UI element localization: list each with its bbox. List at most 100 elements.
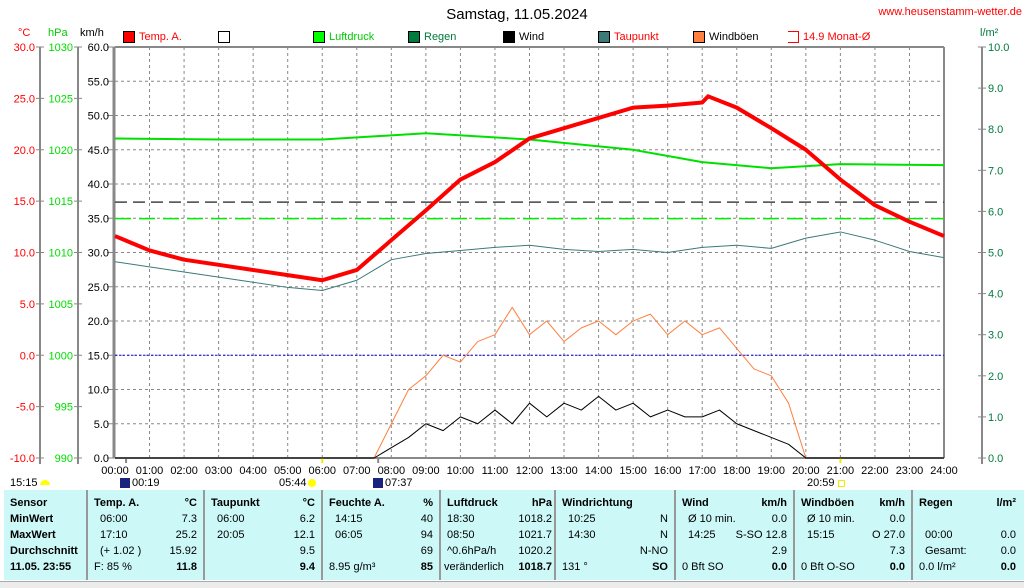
table-cell: SO bbox=[652, 561, 668, 573]
table-column: Feuchte A.% 14:15 40 06:05 94 69 8.95 g/m³ 85 bbox=[323, 490, 441, 580]
temp-tick-label: -5.0 bbox=[16, 402, 35, 414]
legend-item: Windböen bbox=[693, 31, 759, 43]
x-tick-label: 03:00 bbox=[205, 465, 233, 477]
x-tick-label: 01:00 bbox=[136, 465, 164, 477]
table-cell: N bbox=[660, 529, 668, 541]
table-cell: km/h bbox=[879, 497, 905, 509]
pressure-tick-label: 990 bbox=[55, 453, 73, 465]
table-cell: km/h bbox=[761, 497, 787, 509]
table-column: Windböen km/h Ø 10 min. 0.0 15:15 O 27.0 7.3 0 … bbox=[795, 490, 913, 580]
table-cell: 20:05 bbox=[217, 529, 245, 541]
legend-swatch-icon bbox=[123, 31, 135, 43]
table-cell: 85 bbox=[420, 561, 433, 573]
table-cell: 40 bbox=[420, 513, 433, 525]
legend-item: Wind bbox=[503, 31, 544, 43]
legend-label: Temp. A. bbox=[139, 31, 182, 43]
temp-unit-label: °C bbox=[18, 27, 31, 39]
table-cell: 1018.2 bbox=[518, 513, 552, 525]
table-cell: (+ 1.02 ) bbox=[100, 545, 142, 557]
legend-label: Windböen bbox=[709, 31, 759, 43]
rain-tick-label: 1.0 bbox=[988, 412, 1003, 424]
pressure-tick-label: 1005 bbox=[49, 299, 73, 311]
temp-tick-label: 10.0 bbox=[14, 248, 35, 260]
table-cell: 0.0 bbox=[889, 513, 905, 525]
table-cell: °C bbox=[184, 497, 197, 509]
table-cell: 00:00 bbox=[925, 529, 953, 541]
rain-tick-label: 9.0 bbox=[988, 83, 1003, 95]
table-cell: 9.5 bbox=[299, 545, 315, 557]
wind-tick-label: 40.0 bbox=[88, 179, 109, 191]
table-column: Windrichtung 10:25 N 14:30 N N-NO 131 ° SO bbox=[556, 490, 676, 580]
wind-tick-label: 10.0 bbox=[88, 385, 109, 397]
series-windb-en bbox=[115, 306, 944, 459]
pressure-tick-label: 1025 bbox=[49, 93, 73, 105]
table-cell: 1018.7 bbox=[518, 561, 552, 573]
x-tick-label: 20:00 bbox=[792, 465, 820, 477]
status-bar bbox=[0, 581, 1024, 588]
x-tick-label: 00:00 bbox=[101, 465, 129, 477]
rain-tick-label: 4.0 bbox=[988, 289, 1003, 301]
table-cell: 6.2 bbox=[299, 513, 315, 525]
legend-item: Taupunkt bbox=[598, 31, 659, 43]
chart-title: Samstag, 11.05.2024 bbox=[446, 6, 588, 23]
table-cell: Windböen bbox=[801, 497, 855, 509]
sunrise-icon bbox=[308, 479, 316, 487]
wind-unit-label: km/h bbox=[80, 27, 104, 39]
pressure-tick-label: 1020 bbox=[49, 145, 73, 157]
website-link[interactable]: www.heusenstamm-wetter.de bbox=[878, 6, 1022, 18]
sunset-icon bbox=[838, 480, 845, 487]
moonrise-icon bbox=[373, 478, 383, 488]
table-cell: 0.0 bbox=[889, 561, 905, 573]
table-cell: 69 bbox=[420, 545, 433, 557]
weather-sun-icon bbox=[40, 480, 50, 485]
moon-time-1: 00:19 bbox=[132, 477, 160, 489]
legend-swatch-icon bbox=[693, 31, 705, 43]
legend-label: Regen bbox=[424, 31, 457, 43]
wind-tick-label: 45.0 bbox=[88, 145, 109, 157]
temp-tick-label: 15.0 bbox=[14, 196, 35, 208]
table-column: Luftdruck hPa 18:30 1018.2 08:50 1021.7 ^0.6hP… bbox=[441, 490, 556, 580]
pressure-tick-label: 1000 bbox=[49, 350, 73, 362]
table-cell: 0.0 bbox=[1000, 561, 1016, 573]
x-tick-label: 18:00 bbox=[723, 465, 751, 477]
table-cell: Ø 10 min. bbox=[807, 513, 855, 525]
table-cell: 11.05. 23:55 bbox=[10, 561, 72, 573]
x-tick-label: 21:00 bbox=[827, 465, 855, 477]
legend-swatch-icon bbox=[218, 31, 230, 43]
table-cell: 17:10 bbox=[100, 529, 128, 541]
rain-tick-label: 5.0 bbox=[988, 248, 1003, 260]
table-cell: 10:25 bbox=[568, 513, 596, 525]
sunrise-time: 05:44 bbox=[279, 477, 307, 489]
x-tick-label: 11:00 bbox=[482, 465, 509, 477]
x-tick-label: 04:00 bbox=[239, 465, 267, 477]
x-tick-label: 06:00 bbox=[308, 465, 336, 477]
table-cell: 131 ° bbox=[562, 561, 588, 573]
legend-label: Wind bbox=[519, 31, 545, 43]
temp-tick-label: 30.0 bbox=[14, 42, 35, 54]
x-tick-label: 05:00 bbox=[274, 465, 302, 477]
table-cell: Ø 10 min. bbox=[688, 513, 736, 525]
pressure-tick-label: 1010 bbox=[49, 248, 73, 260]
pressure-tick-label: 1015 bbox=[49, 196, 73, 208]
legend-item: Regen bbox=[408, 31, 456, 43]
legend-item bbox=[218, 31, 234, 43]
table-cell: 12.1 bbox=[293, 529, 315, 541]
temp-tick-label: -10.0 bbox=[10, 453, 35, 465]
x-tick-label: 02:00 bbox=[170, 465, 198, 477]
legend-swatch-icon bbox=[788, 31, 799, 43]
table-cell: 0 Bft SO bbox=[682, 561, 724, 573]
table-cell: MaxWert bbox=[10, 529, 56, 541]
pressure-unit-label: hPa bbox=[48, 27, 68, 39]
legend-swatch-icon bbox=[408, 31, 420, 43]
table-cell: 0.0 bbox=[771, 561, 787, 573]
x-tick-label: 09:00 bbox=[412, 465, 440, 477]
temp-tick-label: 20.0 bbox=[14, 145, 35, 157]
legend-item: Luftdruck bbox=[313, 31, 374, 43]
table-cell: 25.2 bbox=[175, 529, 197, 541]
table-cell: N bbox=[660, 513, 668, 525]
table-cell: Wind bbox=[682, 497, 709, 509]
table-cell: Sensor bbox=[10, 497, 48, 509]
weather-chart: 30.0 25.0 20.0 15.0 10.0 5.0 0.0 -5.0 -10.0 1030 1… bbox=[10, 42, 1010, 477]
x-tick-label: 10:00 bbox=[447, 465, 475, 477]
table-cell: 1021.7 bbox=[518, 529, 552, 541]
